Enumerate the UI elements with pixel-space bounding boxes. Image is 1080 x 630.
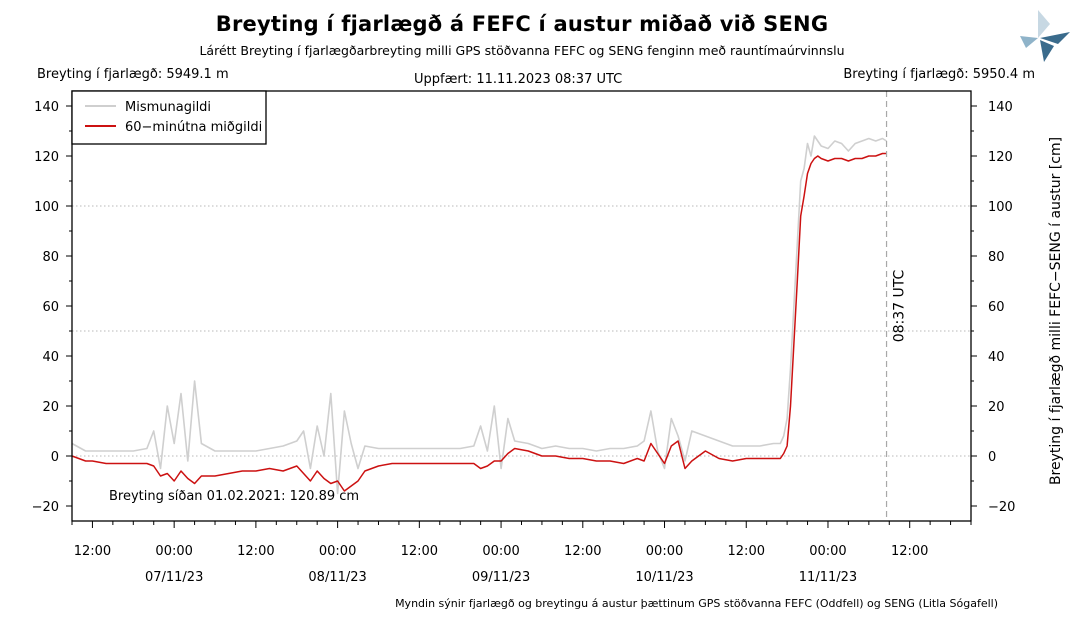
ytick-label-left: 140	[34, 100, 59, 115]
legend-box	[71, 90, 267, 145]
ytick-label-right: 100	[988, 200, 1013, 215]
xtick-time-label: 12:00	[237, 544, 274, 559]
xtick-date-label: 07/11/23	[145, 570, 203, 585]
ytick-label-right: −20	[988, 500, 1015, 515]
xtick-time-label: 12:00	[564, 544, 601, 559]
xtick-time-label: 12:00	[728, 544, 765, 559]
ytick-label-left: 100	[34, 200, 59, 215]
ytick-label-right: 140	[988, 100, 1013, 115]
chart-subtitle: Lárétt Breyting í fjarlægðarbreyting mil…	[199, 43, 845, 58]
chart-title: Breyting í fjarlægð á FEFC í austur miða…	[215, 12, 829, 36]
ytick-label-left: 120	[34, 150, 59, 165]
footer-caption: Myndin sýnir fjarlægð og breytingu á aus…	[395, 597, 998, 610]
xtick-time-label: 12:00	[74, 544, 111, 559]
logo-shape-left	[1020, 36, 1038, 48]
y-axis-label: Breyting í fjarlægð milli FEFC−SENG í au…	[1048, 137, 1064, 485]
ytick-label-right: 0	[988, 450, 996, 465]
logo-shape-top	[1038, 10, 1050, 38]
series-mismunagildi-line	[71, 135, 887, 495]
ytick-label-right: 40	[988, 350, 1005, 365]
total-change-annotation: Breyting síðan 01.02.2021: 120.89 cm	[109, 489, 359, 504]
xtick-time-label: 12:00	[401, 544, 438, 559]
xtick-time-label: 00:00	[155, 544, 192, 559]
ytick-label-right: 80	[988, 250, 1005, 265]
ytick-label-left: −20	[32, 500, 59, 515]
ytick-label-left: 80	[42, 250, 59, 265]
xtick-time-label: 12:00	[891, 544, 928, 559]
ytick-label-right: 120	[988, 150, 1013, 165]
ytick-label-left: 60	[42, 300, 59, 315]
ytick-label-left: 20	[42, 400, 59, 415]
xtick-time-label: 00:00	[809, 544, 846, 559]
xtick-date-label: 11/11/23	[799, 570, 857, 585]
logo-shape-bottom	[1040, 40, 1054, 62]
ytick-label-right: 60	[988, 300, 1005, 315]
distance-right-label: Breyting í fjarlægð: 5950.4 m	[843, 67, 1035, 82]
ytick-label-left: 40	[42, 350, 59, 365]
ytick-label-right: 20	[988, 400, 1005, 415]
legend-label-mismunagildi: Mismunagildi	[125, 100, 211, 115]
xtick-time-label: 00:00	[319, 544, 356, 559]
vedur-logo-icon	[1020, 10, 1070, 62]
logo-shape-right	[1040, 32, 1070, 44]
series-midgildi-line	[71, 152, 887, 492]
ytick-label-left: 0	[51, 450, 59, 465]
xtick-time-label: 00:00	[646, 544, 683, 559]
updated-timestamp: Uppfært: 11.11.2023 08:37 UTC	[414, 72, 623, 87]
legend-label-midgildi: 60−minútna miðgildi	[125, 120, 262, 135]
distance-left-label: Breyting í fjarlægð: 5949.1 m	[37, 67, 229, 82]
xtick-date-label: 10/11/23	[635, 570, 693, 585]
current-time-label: 08:37 UTC	[892, 270, 908, 343]
xtick-date-label: 09/11/23	[472, 570, 530, 585]
xtick-time-label: 00:00	[482, 544, 519, 559]
xtick-date-label: 08/11/23	[308, 570, 366, 585]
